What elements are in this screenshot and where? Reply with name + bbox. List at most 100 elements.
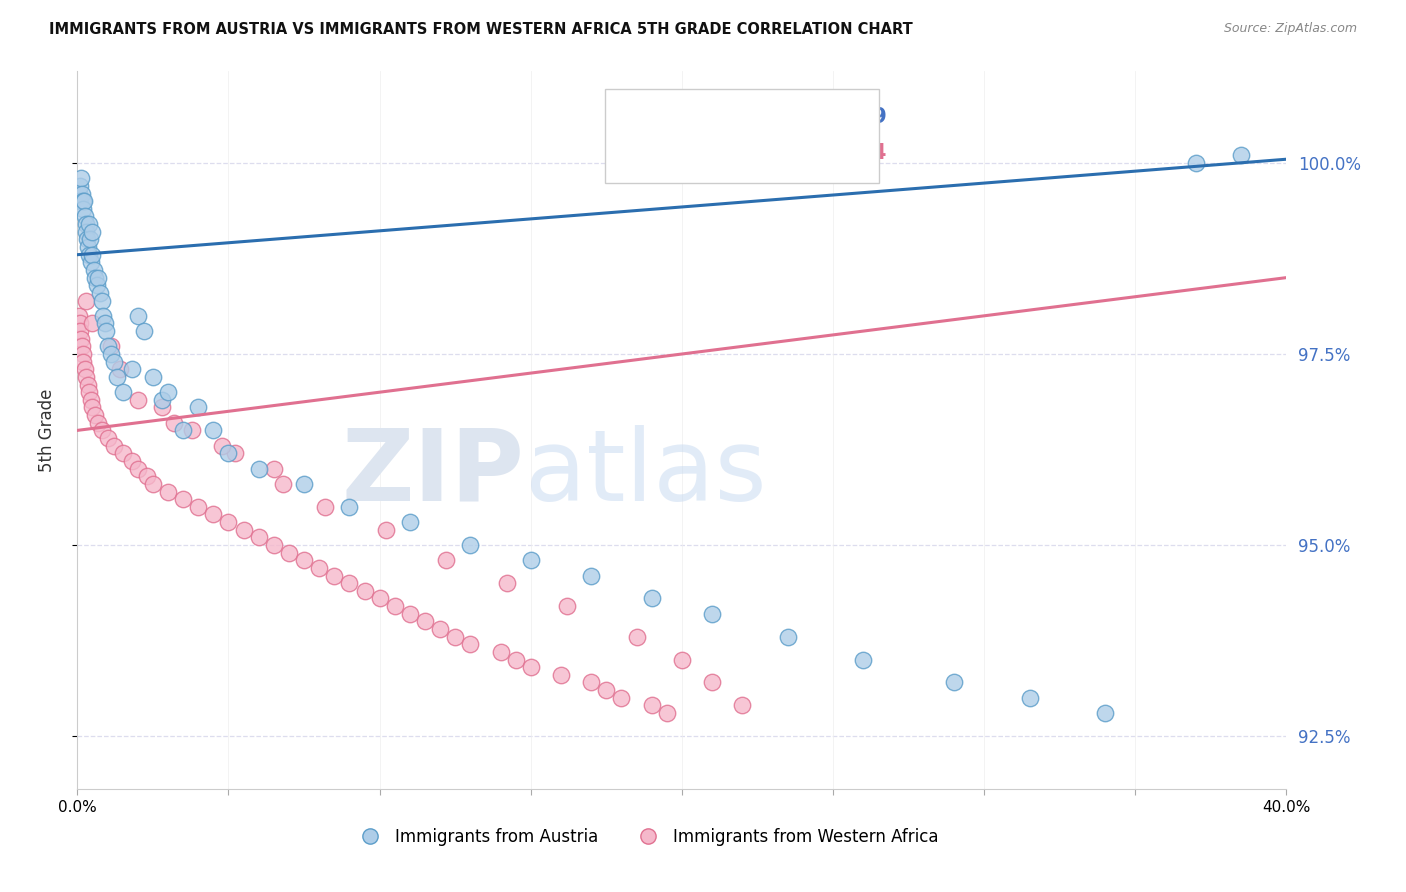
Point [90,293,112,308]
Point [187,500,209,514]
Point [655,706,678,720]
Point [581,675,603,690]
Point [135,469,157,483]
Point [181,424,204,438]
Point [75,225,97,239]
Point [142,370,165,384]
Point [429,622,451,636]
Point [77,377,100,392]
Point [374,523,396,537]
Text: R = 0.266    N = 74: R = 0.266 N = 74 [665,143,887,162]
Point [70,332,93,346]
Point [73,194,96,209]
Point [103,354,125,368]
Point [353,583,375,598]
Point [150,401,173,415]
Point [69,317,91,331]
Point [495,576,517,591]
Point [211,439,233,453]
Point [72,202,94,216]
Y-axis label: 5th Grade: 5th Grade [38,389,56,472]
Point [163,416,186,430]
Point [702,675,724,690]
Point [263,538,285,552]
Point [202,508,225,522]
Point [384,599,406,613]
Point [550,668,572,682]
Point [96,431,118,445]
Point [94,324,117,338]
Point [610,690,633,705]
Point [86,278,108,293]
Point [150,392,173,407]
Point [187,401,209,415]
Point [77,240,100,254]
Point [339,576,360,591]
Point [278,546,301,560]
Point [157,484,180,499]
Point [444,630,467,644]
Text: R = 0.329    N = 59: R = 0.329 N = 59 [665,107,887,127]
Point [520,660,543,674]
Point [73,210,96,224]
Point [84,270,107,285]
Point [458,538,481,552]
Point [76,232,98,246]
Point [1094,706,1116,720]
Point [90,424,112,438]
Point [83,263,105,277]
Point [247,530,270,544]
Point [73,362,96,376]
Point [1230,148,1253,162]
Point [127,392,149,407]
Point [731,698,754,713]
Point [127,309,149,323]
Point [263,461,285,475]
Point [82,401,104,415]
Point [232,523,254,537]
Point [641,591,664,606]
Text: Source: ZipAtlas.com: Source: ZipAtlas.com [1223,22,1357,36]
Point [84,408,107,422]
Point [72,194,94,209]
Legend: Immigrants from Austria, Immigrants from Western Africa: Immigrants from Austria, Immigrants from… [346,822,945,853]
Point [224,446,246,460]
Point [339,500,360,514]
Point [292,476,315,491]
Point [69,194,91,209]
Point [100,347,122,361]
Point [105,370,128,384]
Point [172,424,194,438]
Point [82,317,104,331]
Point [943,675,966,690]
Point [111,446,134,460]
Point [271,476,294,491]
Point [70,171,93,186]
Point [1185,156,1208,170]
Point [70,339,93,353]
Point [87,270,110,285]
Point [79,232,101,246]
Point [91,309,114,323]
Point [75,370,97,384]
Point [202,424,225,438]
Point [671,652,693,666]
Point [505,652,527,666]
Point [67,186,90,201]
Point [308,561,330,575]
Point [72,347,94,361]
Point [121,362,143,376]
Point [89,285,111,300]
Point [399,607,422,621]
Point [157,385,180,400]
Point [434,553,457,567]
Point [218,446,240,460]
Point [111,385,134,400]
Point [79,217,101,231]
Point [702,607,724,621]
Point [1018,690,1040,705]
Point [595,683,617,698]
Point [108,362,131,376]
Point [93,317,115,331]
Point [80,225,103,239]
